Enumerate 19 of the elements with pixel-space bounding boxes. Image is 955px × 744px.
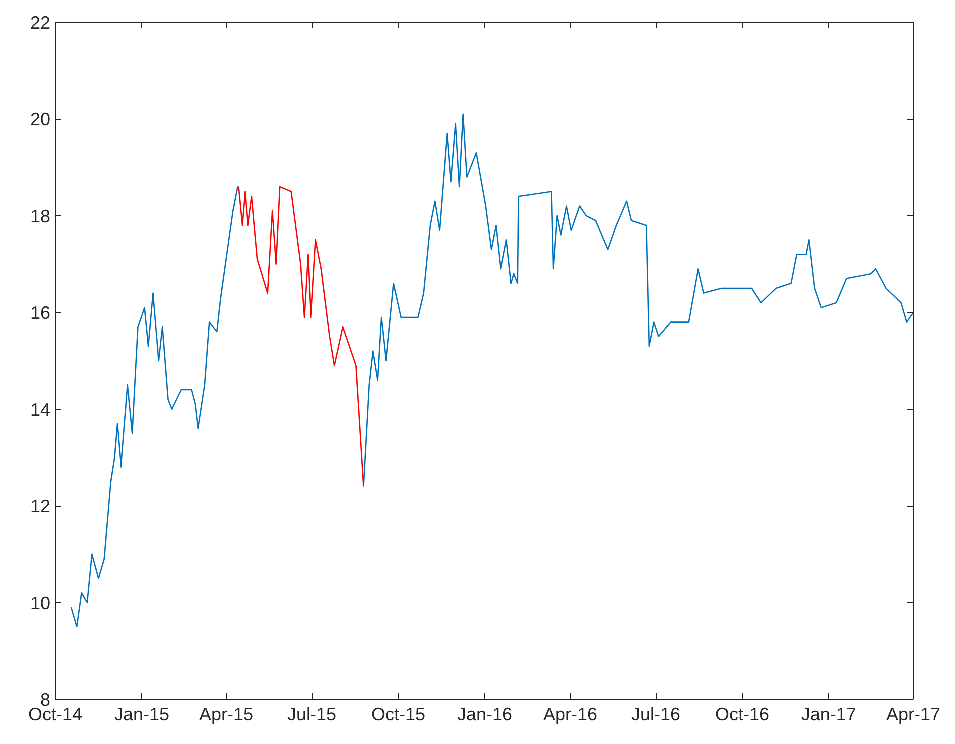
x-tick-label: Jan-17 (801, 704, 856, 724)
x-tick-label: Apr-15 (200, 704, 254, 724)
x-tick-label: Jul-15 (288, 704, 337, 724)
x-tick-label: Apr-16 (543, 704, 598, 724)
y-tick-label: 20 (30, 110, 51, 130)
y-tick-label: 8 (40, 690, 51, 710)
x-tick-label: Jul-16 (631, 704, 681, 724)
y-tick-label: 14 (30, 400, 51, 420)
x-tick-label: Oct-16 (715, 704, 770, 724)
y-tick-label: 10 (30, 593, 51, 614)
y-tick-label: 12 (30, 496, 51, 517)
y-tick-label: 18 (30, 206, 51, 226)
x-tick-label: Oct-15 (372, 704, 426, 724)
y-tick-label: 16 (30, 303, 51, 324)
x-tick-label: Apr-17 (886, 704, 941, 724)
line-series (238, 186, 364, 488)
x-tick-label: Jan-16 (457, 704, 512, 724)
y-tick-label: 22 (30, 13, 51, 33)
x-tick-label: Jan-15 (114, 704, 170, 724)
